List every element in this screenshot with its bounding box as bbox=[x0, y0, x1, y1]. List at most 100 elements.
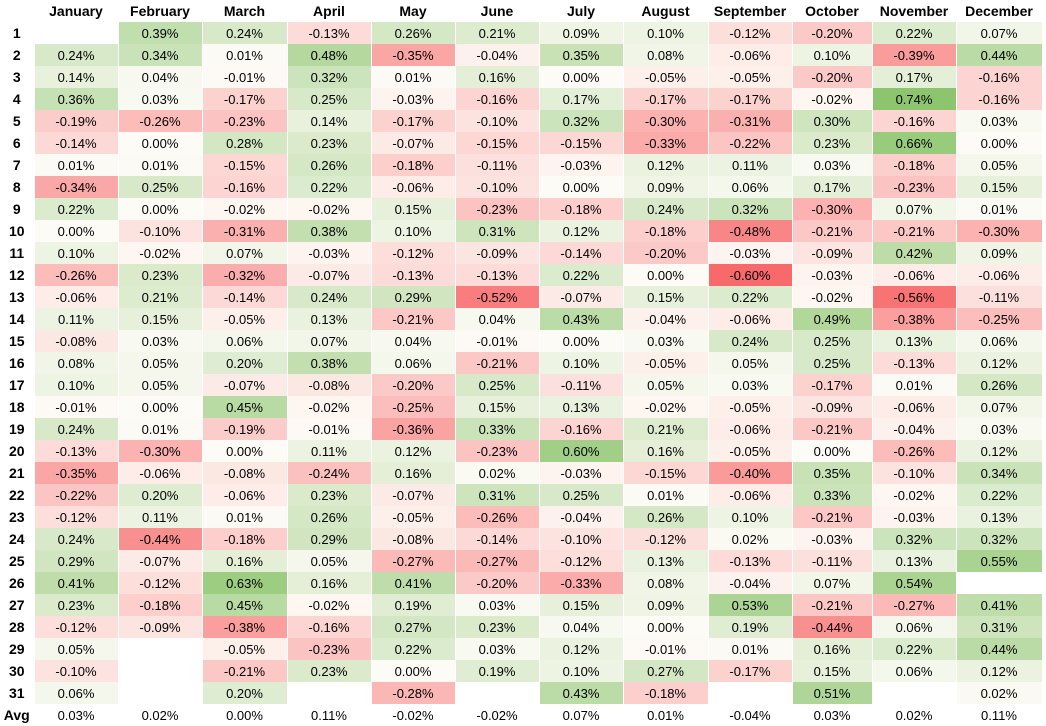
average-cell: 0.01% bbox=[623, 704, 709, 726]
return-cell: 0.32% bbox=[708, 198, 793, 220]
return-cell: 0.23% bbox=[287, 484, 372, 506]
return-cell bbox=[34, 22, 119, 44]
table-row: 29 0.05% -0.05% -0.23% 0.22% 0.03% 0.12% -0.01%… bbox=[0, 638, 1043, 660]
return-cell: 0.31% bbox=[455, 220, 540, 242]
month-header: October bbox=[792, 0, 873, 22]
return-cell: -0.26% bbox=[455, 506, 540, 528]
return-cell: 0.22% bbox=[34, 198, 119, 220]
return-cell: -0.02% bbox=[287, 198, 372, 220]
return-cell: 0.24% bbox=[287, 286, 372, 308]
return-cell: -0.14% bbox=[455, 528, 540, 550]
return-cell: 0.22% bbox=[539, 264, 624, 286]
return-cell: 0.07% bbox=[956, 22, 1043, 44]
return-cell: -0.02% bbox=[623, 396, 709, 418]
return-cell: -0.13% bbox=[287, 22, 372, 44]
day-label: 16 bbox=[0, 352, 35, 374]
return-cell: 0.10% bbox=[34, 242, 119, 264]
return-cell: -0.10% bbox=[455, 176, 540, 198]
return-cell: 0.12% bbox=[623, 154, 709, 176]
return-cell: 0.13% bbox=[956, 506, 1043, 528]
return-cell: 0.00% bbox=[202, 440, 288, 462]
return-cell: 0.19% bbox=[371, 594, 456, 616]
return-cell: -0.27% bbox=[872, 594, 957, 616]
return-cell: 0.33% bbox=[455, 418, 540, 440]
return-cell: -0.36% bbox=[371, 418, 456, 440]
return-cell: 0.63% bbox=[202, 572, 288, 594]
return-cell: 0.26% bbox=[956, 374, 1043, 396]
return-cell: 0.19% bbox=[708, 616, 793, 638]
return-cell: -0.06% bbox=[708, 484, 793, 506]
return-cell: 0.29% bbox=[34, 550, 119, 572]
return-cell: -0.18% bbox=[623, 682, 709, 704]
return-cell: -0.02% bbox=[792, 286, 873, 308]
return-cell: -0.10% bbox=[34, 660, 119, 682]
return-cell: -0.16% bbox=[539, 418, 624, 440]
return-cell: -0.16% bbox=[956, 88, 1043, 110]
table-row: 16 0.08% 0.05% 0.20% 0.38% 0.06% -0.21% 0.10% -0… bbox=[0, 352, 1043, 374]
return-cell: 0.12% bbox=[956, 352, 1043, 374]
return-cell: -0.39% bbox=[872, 44, 957, 66]
return-cell: 0.06% bbox=[202, 330, 288, 352]
return-cell: -0.30% bbox=[118, 440, 203, 462]
return-cell: 0.12% bbox=[539, 638, 624, 660]
return-cell: -0.15% bbox=[623, 462, 709, 484]
header-row: January February March April May June July Augu… bbox=[0, 0, 1043, 22]
average-cell: 0.02% bbox=[872, 704, 957, 726]
return-cell: -0.07% bbox=[287, 264, 372, 286]
return-cell: 0.25% bbox=[539, 484, 624, 506]
return-cell: 0.17% bbox=[539, 88, 624, 110]
return-cell: 0.24% bbox=[623, 198, 709, 220]
return-cell: -0.20% bbox=[623, 242, 709, 264]
return-cell: 0.26% bbox=[623, 506, 709, 528]
return-cell: 0.10% bbox=[708, 506, 793, 528]
month-header: June bbox=[455, 0, 540, 22]
return-cell: -0.08% bbox=[371, 528, 456, 550]
table-row: 31 0.06% 0.20% -0.28% 0.43% -0.18% 0.51% 0.02% bbox=[0, 682, 1043, 704]
return-cell: 0.35% bbox=[792, 462, 873, 484]
return-cell: 0.06% bbox=[956, 330, 1043, 352]
return-cell: -0.23% bbox=[455, 198, 540, 220]
day-label: 26 bbox=[0, 572, 35, 594]
return-cell: -0.02% bbox=[118, 242, 203, 264]
return-cell: 0.41% bbox=[956, 594, 1043, 616]
return-cell: -0.06% bbox=[34, 286, 119, 308]
return-cell: -0.02% bbox=[872, 484, 957, 506]
return-cell: 0.02% bbox=[708, 528, 793, 550]
return-cell: 0.11% bbox=[708, 154, 793, 176]
return-cell: 0.10% bbox=[792, 44, 873, 66]
return-cell: 0.05% bbox=[708, 352, 793, 374]
return-cell: -0.38% bbox=[202, 616, 288, 638]
return-cell: -0.20% bbox=[792, 22, 873, 44]
return-cell: 0.06% bbox=[708, 176, 793, 198]
return-cell: 0.23% bbox=[118, 264, 203, 286]
day-label: 8 bbox=[0, 176, 35, 198]
return-cell: -0.21% bbox=[872, 220, 957, 242]
return-cell: -0.33% bbox=[623, 132, 709, 154]
return-cell: 0.01% bbox=[708, 638, 793, 660]
return-cell: -0.03% bbox=[872, 506, 957, 528]
return-cell: -0.22% bbox=[708, 132, 793, 154]
return-cell: 0.06% bbox=[34, 682, 119, 704]
return-cell: -0.21% bbox=[792, 220, 873, 242]
return-cell: 0.28% bbox=[202, 132, 288, 154]
day-label: 29 bbox=[0, 638, 35, 660]
return-cell: 0.01% bbox=[202, 506, 288, 528]
return-cell: 0.35% bbox=[539, 44, 624, 66]
return-cell: 0.66% bbox=[872, 132, 957, 154]
return-cell: -0.09% bbox=[792, 396, 873, 418]
return-cell: 0.06% bbox=[872, 616, 957, 638]
return-cell: 0.15% bbox=[455, 396, 540, 418]
return-cell: 0.07% bbox=[792, 572, 873, 594]
return-cell: -0.06% bbox=[371, 176, 456, 198]
return-cell: 0.05% bbox=[118, 352, 203, 374]
day-label: 27 bbox=[0, 594, 35, 616]
return-cell: 0.41% bbox=[34, 572, 119, 594]
return-cell: -0.17% bbox=[792, 374, 873, 396]
return-cell: 0.03% bbox=[708, 374, 793, 396]
return-cell: -0.02% bbox=[202, 198, 288, 220]
return-cell: 0.25% bbox=[118, 176, 203, 198]
return-cell: 0.16% bbox=[287, 572, 372, 594]
return-cell: 0.13% bbox=[539, 396, 624, 418]
average-cell: 0.11% bbox=[956, 704, 1043, 726]
